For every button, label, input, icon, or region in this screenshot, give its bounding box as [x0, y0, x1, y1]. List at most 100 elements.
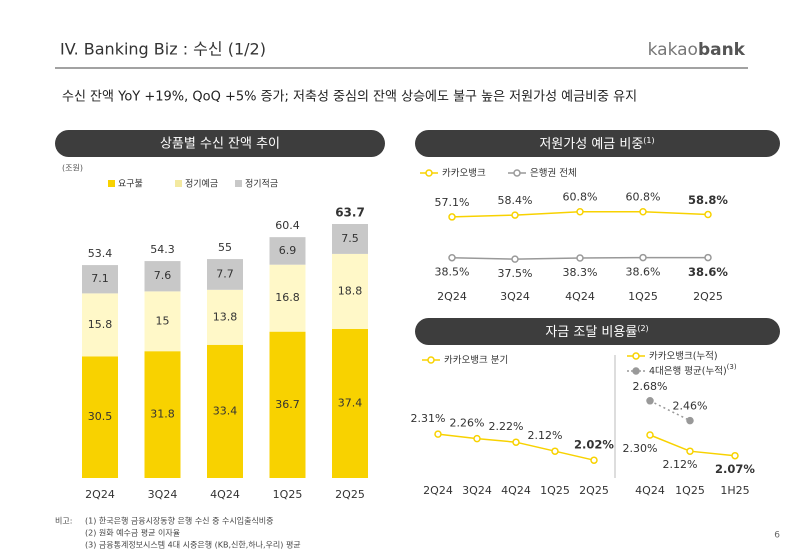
- point: [473, 434, 481, 443]
- x-tick-label: 3Q24: [148, 488, 178, 501]
- note: (1) 한국은행 금융시장동향 은행 수신 중 수시입출식비중: [85, 516, 274, 526]
- value-label: 2.30%: [623, 442, 658, 455]
- legend-label: 카카오뱅크 분기: [444, 355, 508, 366]
- bar-segment: [332, 328, 368, 478]
- value-label: 60.8%: [626, 191, 661, 204]
- value-label: 38.5%: [435, 266, 470, 279]
- bar-segment: [332, 224, 368, 254]
- x-tick-label: 2Q24: [437, 290, 467, 303]
- point: [448, 253, 456, 262]
- point: [686, 447, 694, 455]
- unit: (조원): [62, 164, 83, 173]
- point: [512, 438, 520, 446]
- point: [704, 210, 712, 219]
- x-tick-label: 4Q24: [635, 484, 665, 497]
- note: (3) 금융통계정보시스템 4대 시중은행 (KB,신한,하나,우리) 평균: [85, 540, 301, 550]
- segment-label: 7.6: [154, 269, 172, 282]
- segment-label: 6.9: [279, 244, 297, 257]
- point: [646, 397, 654, 405]
- value-label: 38.6%: [688, 265, 728, 279]
- chart-title: 저원가성 예금 비중(1): [539, 136, 654, 152]
- value-label: 2.46%: [673, 400, 708, 413]
- bar-segment: [269, 237, 306, 265]
- legend-marker: [632, 352, 640, 360]
- value-label: 58.4%: [498, 194, 533, 207]
- point: [639, 253, 647, 262]
- point: [511, 211, 519, 219]
- segment-label: 37.4: [338, 396, 363, 409]
- point: [704, 253, 712, 262]
- value-label: 2.02%: [574, 438, 614, 452]
- value-label: 37.5%: [498, 267, 533, 280]
- chart-title: 자금 조달 비용률(2): [545, 324, 648, 340]
- bar-segment: [144, 351, 181, 478]
- x-tick-label: 4Q24: [501, 484, 531, 497]
- point: [646, 431, 654, 439]
- point: [731, 451, 739, 460]
- legend-swatch: [108, 180, 115, 187]
- logo-b: bank: [698, 40, 746, 60]
- segment-label: 33.4: [213, 404, 238, 417]
- x-tick-label: 4Q24: [210, 488, 240, 501]
- note: (2) 원화 예수금 평균 이자율: [85, 528, 180, 538]
- series-line: [437, 433, 595, 461]
- value-label: 58.8%: [688, 193, 728, 207]
- title-text: 자금 조달 비용률: [545, 325, 637, 340]
- x-tick-label: 3Q24: [500, 290, 530, 303]
- x-tick-label: 1Q25: [675, 484, 705, 497]
- x-tick-label: 1Q25: [273, 488, 303, 501]
- chart-title: 상품별 수신 잔액 추이: [160, 137, 280, 152]
- x-tick-label: 2Q25: [693, 290, 723, 303]
- segment-label: 13.8: [213, 310, 238, 323]
- total-label: 55: [218, 241, 232, 254]
- bar-segment: [207, 289, 243, 345]
- logo-a: kakao: [648, 40, 698, 60]
- bar-segment: [207, 259, 243, 290]
- legend-name: 카카오뱅크 분기: [444, 355, 508, 366]
- x-tick-label: 2Q25: [335, 488, 365, 501]
- value-label: 38.6%: [626, 266, 661, 279]
- legend-label: 정기예금: [185, 179, 218, 190]
- legend-marker: [632, 367, 640, 375]
- title-text: 저원가성 예금 비중: [539, 137, 643, 152]
- segment-label: 16.8: [275, 291, 300, 304]
- legend-label: 카카오뱅크(누적): [649, 350, 718, 362]
- segment-label: 7.7: [216, 267, 234, 280]
- segment-label: 30.5: [88, 410, 113, 423]
- segment-label: 36.7: [275, 398, 300, 411]
- value-label: 2.26%: [450, 417, 485, 430]
- segment-label: 7.5: [341, 232, 359, 245]
- value-label: 57.1%: [435, 196, 470, 209]
- segment-label: 18.8: [338, 284, 363, 297]
- legend-label: 은행권 전체: [530, 167, 577, 179]
- logo: kakaobank: [648, 40, 746, 60]
- title-note: (1): [643, 136, 654, 145]
- subtitle: 수신 잔액 YoY +19%, QoQ +5% 증가; 저축성 중심의 잔액 상…: [62, 90, 637, 105]
- pill: [415, 130, 780, 157]
- legend-marker: [513, 169, 521, 177]
- point: [576, 207, 584, 216]
- legend-swatch: [175, 180, 182, 187]
- segment-label: 31.8: [150, 408, 175, 421]
- pill: [55, 130, 385, 157]
- value-label: 60.8%: [563, 191, 598, 204]
- segment-label: 15.8: [88, 318, 113, 331]
- page-number: 6: [774, 531, 780, 541]
- bar-segment: [82, 356, 118, 478]
- point: [590, 456, 598, 464]
- x-tick-label: 1H25: [720, 484, 749, 497]
- value-label: 2.07%: [715, 462, 755, 476]
- value-label: 38.3%: [563, 266, 598, 279]
- legend-note: (3): [727, 363, 737, 371]
- bar-segment: [82, 265, 118, 294]
- x-tick-label: 1Q25: [540, 484, 570, 497]
- legend-label: 4대은행 평균(누적)(3): [649, 363, 737, 377]
- x-tick-label: 1Q25: [628, 290, 658, 303]
- total-label: 63.7: [335, 206, 365, 220]
- legend-label: 카카오뱅크: [442, 168, 486, 179]
- value-label: 2.12%: [528, 429, 563, 442]
- legend-swatch: [235, 180, 242, 187]
- bar-segment: [144, 291, 181, 352]
- legend-name: 4대은행 평균(누적): [649, 365, 727, 377]
